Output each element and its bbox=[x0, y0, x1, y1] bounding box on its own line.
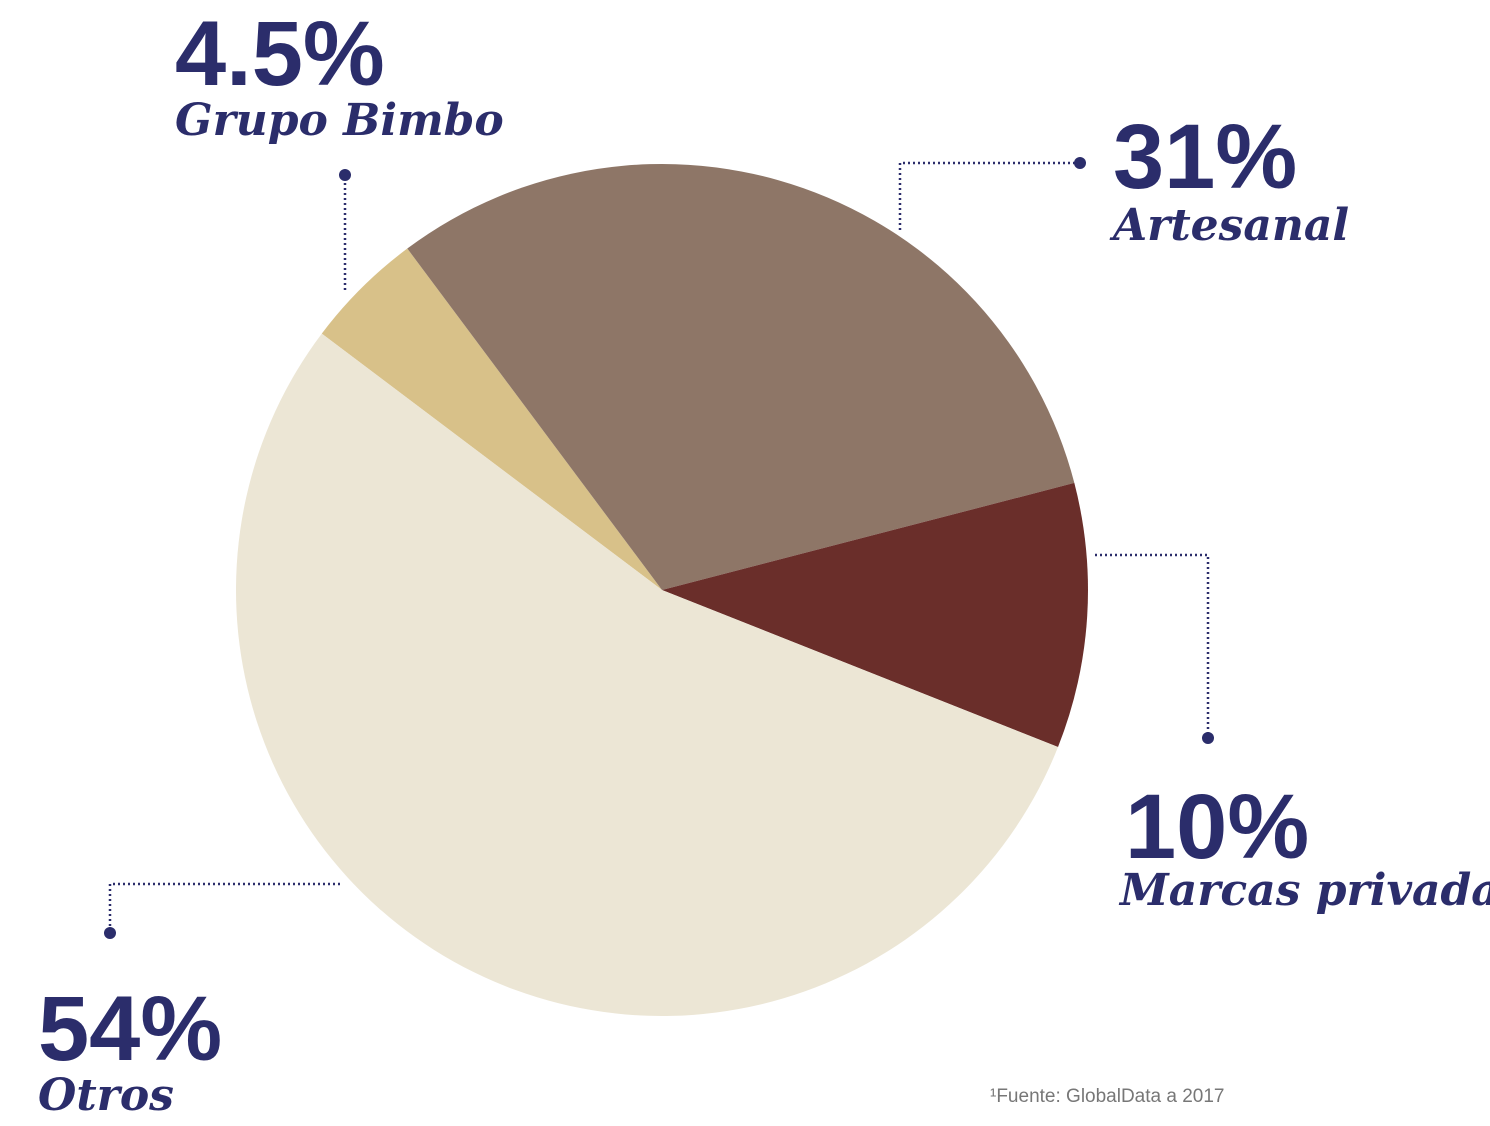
leader-dot bbox=[104, 927, 116, 939]
source-note: ¹Fuente: GlobalData a 2017 bbox=[990, 1086, 1225, 1107]
leader-line bbox=[108, 882, 340, 933]
pie-slice bbox=[407, 163, 1075, 591]
leader-dot bbox=[339, 169, 351, 181]
pie-slice bbox=[321, 248, 662, 590]
value-label: 10% bbox=[1125, 776, 1309, 878]
pie-slice bbox=[236, 333, 1059, 1016]
value-label: 4.5% bbox=[175, 3, 385, 105]
category-label: Otros bbox=[38, 1070, 174, 1121]
category-label: Artesanal bbox=[1109, 200, 1349, 251]
leader-dot bbox=[1202, 732, 1214, 744]
leader-line bbox=[898, 161, 1080, 230]
leader-line bbox=[1095, 553, 1210, 738]
leader-dot bbox=[1074, 157, 1086, 169]
category-label: Marcas privadas bbox=[1118, 865, 1490, 916]
pie-slice bbox=[662, 482, 1088, 747]
value-label: 54% bbox=[38, 978, 222, 1080]
category-label: Grupo Bimbo bbox=[175, 95, 504, 146]
value-label: 31% bbox=[1113, 106, 1297, 208]
